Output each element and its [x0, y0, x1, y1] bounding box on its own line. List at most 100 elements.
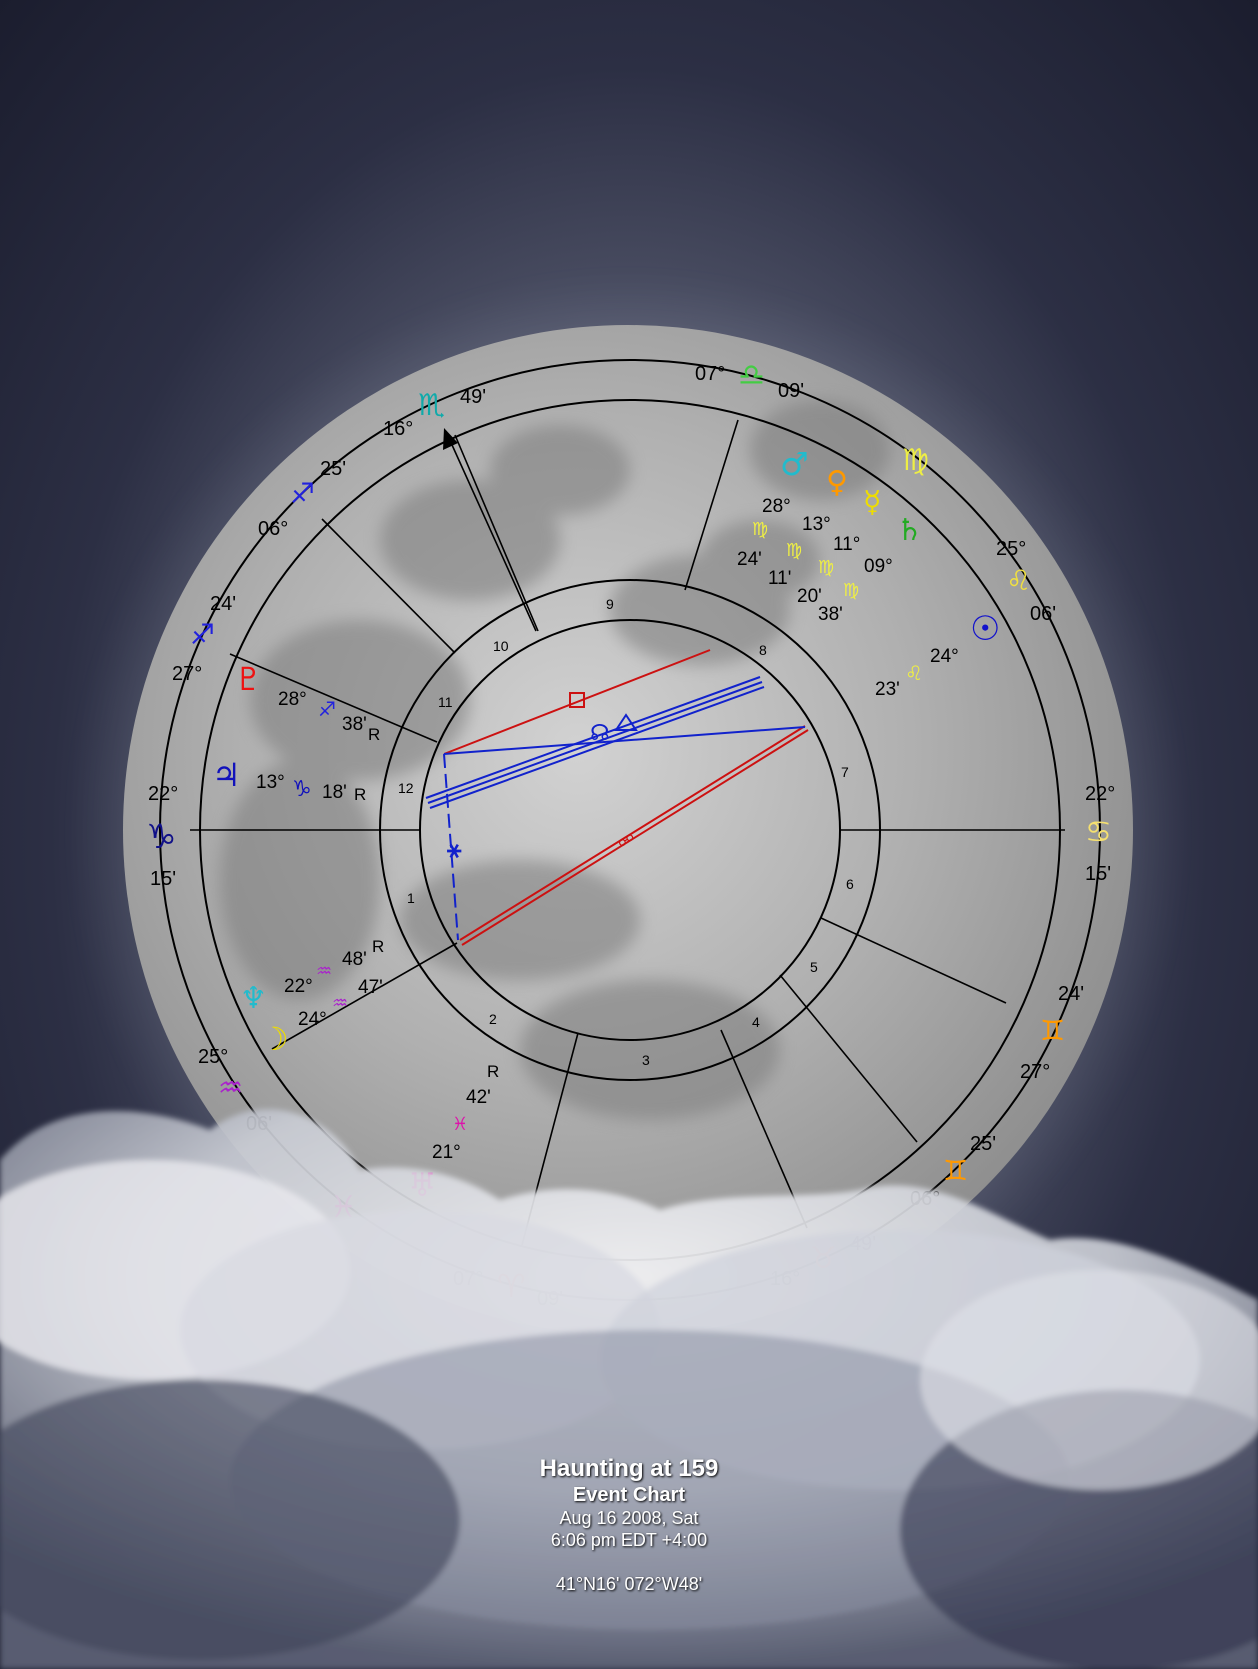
aspect-markers: ⚹ ☊ ☍ [447, 692, 638, 863]
svg-text:♑: ♑ [292, 777, 312, 802]
svg-text:♍: ♍ [752, 519, 768, 540]
house-number-4: 4 [752, 1014, 760, 1030]
svg-text:24': 24' [210, 593, 236, 615]
virgo-glyph: ♍ [902, 443, 929, 478]
svg-text:24°: 24° [298, 1009, 327, 1030]
scorpio-glyph: ♏ [418, 388, 445, 423]
moon-maria [220, 400, 890, 1120]
svg-text:28°: 28° [278, 689, 307, 710]
pluto-icon: ♇ [234, 660, 263, 698]
mercury-icon: ☿ [863, 485, 881, 520]
house-number-10: 10 [493, 638, 509, 654]
svg-text:☊: ☊ [590, 721, 610, 746]
house-cusp-lines [190, 419, 1065, 1246]
svg-text:♒: ♒ [316, 961, 332, 982]
svg-text:♌: ♌ [905, 661, 923, 685]
svg-text:13°: 13° [256, 772, 285, 793]
chart-caption: Haunting at 159 Event Chart Aug 16 2008,… [0, 1455, 1258, 1595]
gemini-glyph-2: ♊ [943, 1154, 968, 1187]
planets: ☉ 24° ♌ 23' ♂ 28° ♍ 24' ♀ 13° ♍ 11' ☿ 11… [212, 443, 1000, 1204]
chart-time: 6:06 pm EDT +4:00 [550, 1530, 708, 1550]
svg-text:38': 38' [342, 714, 367, 735]
midheaven-arrow [443, 428, 537, 632]
house-number-8: 8 [759, 642, 767, 658]
svg-text:25°: 25° [996, 538, 1026, 560]
svg-text:27°: 27° [1020, 1061, 1050, 1083]
svg-text:24': 24' [1058, 983, 1084, 1005]
svg-text:22°: 22° [148, 783, 178, 805]
svg-text:20': 20' [797, 586, 822, 607]
jupiter-icon: ♃ [212, 756, 241, 794]
svg-text:☍: ☍ [618, 831, 634, 850]
aspect-lines [425, 649, 809, 946]
svg-text:♍: ♍ [786, 540, 802, 561]
house-number-6: 6 [846, 876, 854, 892]
house-number-2: 2 [489, 1011, 497, 1027]
clouds [0, 1109, 1258, 1669]
house-number-7: 7 [841, 764, 849, 780]
svg-text:09': 09' [778, 380, 804, 402]
svg-text:06': 06' [1030, 603, 1056, 625]
svg-text:49': 49' [460, 386, 486, 408]
svg-text:42': 42' [466, 1087, 491, 1108]
svg-text:28°: 28° [762, 496, 791, 517]
svg-text:47': 47' [358, 977, 383, 998]
svg-text:11': 11' [768, 568, 791, 589]
svg-text:38': 38' [818, 604, 843, 625]
house-number-3: 3 [642, 1052, 650, 1068]
svg-text:48': 48' [342, 949, 367, 970]
saturn-icon: ♄ [896, 513, 923, 548]
svg-text:♓: ♓ [452, 1114, 468, 1135]
capricorn-glyph: ♑ [146, 817, 176, 857]
neptune-icon: ♆ [240, 981, 267, 1016]
svg-text:09°: 09° [864, 556, 893, 577]
svg-text:25': 25' [970, 1133, 996, 1155]
svg-text:16°: 16° [383, 418, 413, 440]
svg-text:R: R [372, 937, 384, 956]
svg-text:15': 15' [150, 868, 176, 890]
svg-text:23': 23' [875, 679, 900, 700]
svg-text:♐: ♐ [318, 697, 336, 721]
gemini-glyph: ♊ [1040, 1014, 1065, 1047]
sagittarius-glyph-2: ♐ [290, 477, 315, 510]
leo-glyph: ♌ [1006, 564, 1031, 597]
house-number-11: 11 [438, 694, 453, 710]
svg-text:21°: 21° [432, 1142, 461, 1163]
house-number-5: 5 [810, 959, 818, 975]
svg-text:24': 24' [737, 549, 762, 570]
house-number-9: 9 [606, 596, 614, 612]
chart-subtitle: Event Chart [572, 1484, 686, 1506]
svg-text:22°: 22° [284, 976, 313, 997]
svg-text:15': 15' [1085, 863, 1111, 885]
mars-icon: ♂ [780, 445, 809, 483]
svg-text:♍: ♍ [843, 580, 859, 601]
sagittarius-glyph: ♐ [190, 618, 215, 651]
svg-text:⚹: ⚹ [447, 835, 462, 863]
chart-title: Haunting at 159 [539, 1455, 719, 1482]
moon-disc [123, 325, 1133, 1335]
cancer-glyph: ♋ [1085, 815, 1112, 850]
house-number-1: 1 [407, 890, 415, 906]
venus-icon: ♀ [826, 465, 848, 500]
svg-text:18': 18' [322, 782, 347, 803]
libra-glyph: ♎ [738, 358, 765, 393]
sun-icon: ☉ [970, 609, 1000, 649]
svg-text:25': 25' [320, 458, 346, 480]
house-numbers: 1 2 3 4 5 6 7 8 9 10 11 12 [398, 596, 854, 1068]
svg-text:27°: 27° [172, 663, 202, 685]
svg-text:06°: 06° [258, 518, 288, 540]
house-number-12: 12 [398, 780, 414, 796]
svg-text:22°: 22° [1085, 783, 1115, 805]
svg-text:R: R [368, 725, 380, 744]
svg-text:11°: 11° [833, 534, 860, 555]
svg-text:R: R [354, 785, 366, 804]
chart-date: Aug 16 2008, Sat [559, 1508, 699, 1528]
svg-text:07°: 07° [695, 363, 725, 385]
chart-location: 41°N16' 072°W48' [555, 1574, 703, 1594]
svg-text:13°: 13° [802, 514, 831, 535]
svg-text:24°: 24° [930, 646, 959, 667]
svg-text:25°: 25° [198, 1046, 228, 1068]
aquarius-glyph: ♒ [218, 1071, 243, 1104]
svg-text:♍: ♍ [818, 557, 834, 578]
svg-text:♒: ♒ [332, 993, 348, 1014]
